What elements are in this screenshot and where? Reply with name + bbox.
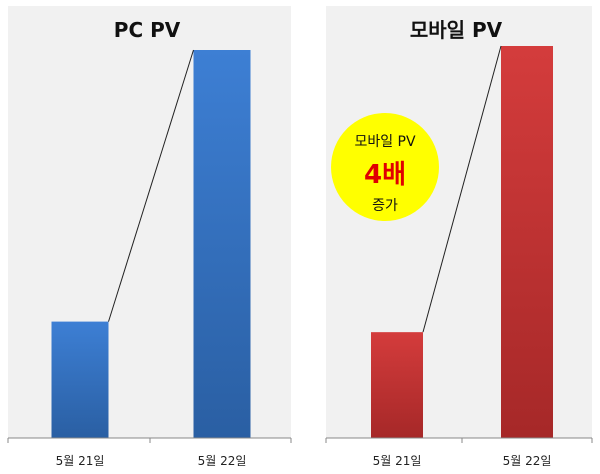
badge-line-2: 4배	[364, 160, 406, 190]
pc-bar-1	[51, 321, 109, 438]
badge-line-3: 증가	[372, 198, 398, 214]
pc-chart-title: PC PV	[114, 18, 181, 42]
mobile-connector-line	[422, 45, 502, 333]
mobile-chart-title: 모바일 PV	[410, 18, 503, 42]
mobile-bar-2	[501, 46, 553, 438]
mobile-bar-1	[371, 332, 423, 438]
badge-circle	[331, 113, 439, 221]
pc-pv-chart: PC PV 5월 21일 5월 22일	[7, 6, 292, 468]
growth-badge: 모바일 PV 4배 증가	[331, 113, 439, 221]
pc-x-tick-label-2: 5월 22일	[198, 454, 247, 468]
pc-connector-line	[108, 49, 194, 322]
badge-line-1: 모바일 PV	[354, 134, 416, 150]
mobile-x-tick-label-2: 5월 22일	[503, 454, 552, 468]
pc-bar-2	[193, 50, 251, 438]
mobile-x-tick-label-1: 5월 21일	[373, 454, 422, 468]
mobile-pv-chart: 모바일 PV 5월 21일 5월 22일	[325, 6, 593, 468]
pc-x-tick-label-1: 5월 21일	[56, 454, 105, 468]
